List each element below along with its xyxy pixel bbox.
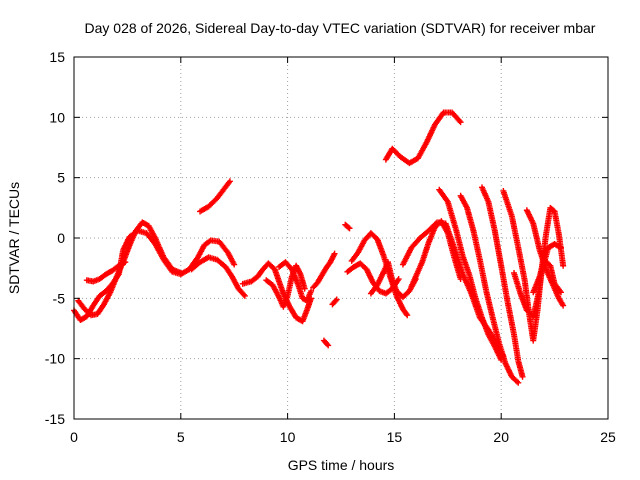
series-arc-u (478, 184, 526, 380)
data-point (177, 269, 184, 276)
data-point (120, 259, 127, 266)
data-point (514, 378, 521, 385)
data-points (71, 109, 567, 386)
series-arc-x (523, 207, 567, 309)
x-tick-label: 20 (493, 429, 509, 445)
data-point (403, 311, 410, 318)
series-arc-d (188, 254, 248, 299)
x-tick-label: 0 (70, 429, 78, 445)
data-point (560, 302, 567, 309)
x-tick-label: 10 (280, 429, 296, 445)
data-point (345, 224, 352, 231)
x-tick-label: 5 (177, 429, 185, 445)
data-point (241, 292, 248, 299)
series-arc-p (382, 109, 464, 167)
series-arc-l (342, 221, 353, 232)
y-tick-label: 15 (49, 49, 65, 65)
series-arc-e (197, 178, 233, 215)
data-point (560, 262, 567, 269)
data-point (456, 117, 463, 124)
y-tick-label: -10 (45, 351, 65, 367)
x-axis-title: GPS time / hours (288, 457, 395, 473)
series-arc-h (276, 259, 315, 304)
data-point (324, 341, 331, 348)
data-point (558, 244, 565, 251)
data-point (240, 291, 247, 298)
data-point (226, 178, 233, 185)
data-point (122, 259, 129, 266)
data-point (332, 297, 339, 304)
data-point (457, 276, 464, 283)
y-tick-label: 10 (49, 109, 65, 125)
data-point (346, 225, 353, 232)
chart-title: Day 028 of 2026, Sidereal Day-to-day VTE… (85, 20, 596, 36)
series-arc-k (329, 296, 340, 308)
series-arc-g (263, 262, 308, 310)
axis-ticks: 0 5 10 15 20 25 -15 -10 -5 0 5 10 15 (45, 49, 616, 445)
data-point (404, 312, 411, 319)
data-point (308, 288, 315, 295)
series-arc-t (457, 192, 522, 386)
data-point (333, 296, 340, 303)
data-point (556, 243, 563, 250)
data-point (325, 342, 332, 349)
series-arc-a (71, 227, 238, 324)
x-tick-label: 25 (600, 429, 616, 445)
data-point (558, 289, 565, 296)
data-point (519, 373, 526, 380)
series-arc-b (75, 219, 184, 319)
series-arc-j (320, 337, 332, 349)
data-point (301, 285, 308, 292)
series-arc-i (310, 250, 338, 291)
y-tick-label: -15 (45, 411, 65, 427)
series-arc-r (408, 218, 464, 290)
data-point (231, 261, 238, 268)
series-arc-y (530, 256, 565, 296)
y-tick-label: 0 (57, 230, 65, 246)
y-tick-label: 5 (57, 170, 65, 186)
series-arc-s (436, 186, 505, 363)
data-point (457, 119, 464, 126)
y-tick-label: -5 (53, 290, 66, 306)
series-arc-m (344, 260, 402, 297)
x-tick-label: 15 (387, 429, 403, 445)
data-point (515, 379, 522, 386)
series-arc-c (83, 259, 129, 285)
y-axis-title: SDTVAR / TECUs (6, 182, 22, 294)
data-point (395, 276, 402, 283)
data-point (331, 250, 338, 257)
